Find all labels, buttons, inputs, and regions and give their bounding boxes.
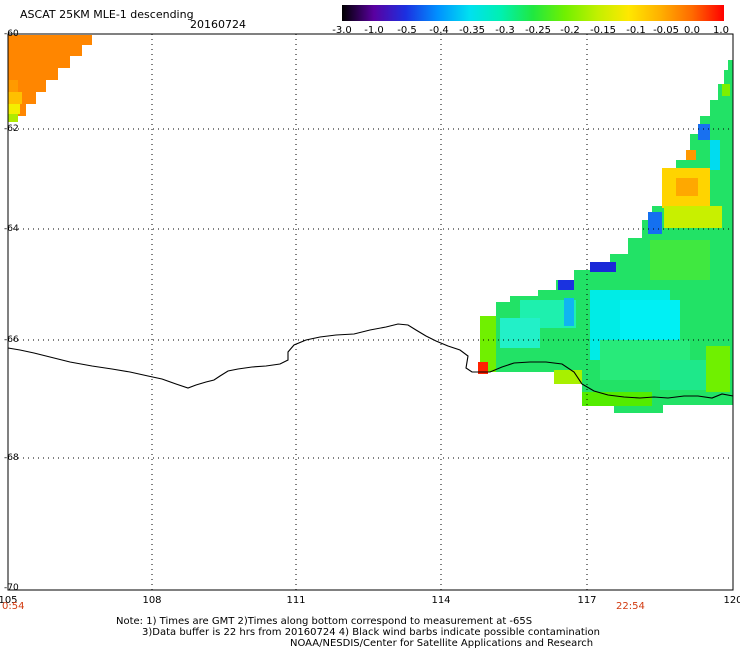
swath-top-left xyxy=(8,35,92,122)
lat-label: -68 xyxy=(4,453,19,463)
scale-label: -0.35 xyxy=(459,25,485,36)
scale-label: -0.3 xyxy=(495,25,515,36)
lon-label: 105 xyxy=(0,595,18,606)
scale-label: 1.0 xyxy=(713,25,729,36)
time-label-start: 0:54 xyxy=(2,601,24,612)
lat-label: -70 xyxy=(4,583,19,593)
scale-label: -0.1 xyxy=(626,25,646,36)
lon-label: 111 xyxy=(286,595,305,606)
coastline xyxy=(7,323,734,399)
lat-label: -64 xyxy=(4,224,19,234)
scale-label: -3.0 xyxy=(332,25,352,36)
lon-label: 108 xyxy=(142,595,161,606)
lon-label: 117 xyxy=(577,595,596,606)
note-line-2: 3)Data buffer is 22 hrs from 20160724 4)… xyxy=(142,627,600,638)
scale-label: -0.25 xyxy=(525,25,551,36)
scale-label: -0.15 xyxy=(590,25,616,36)
lat-label: -66 xyxy=(4,335,19,345)
map-frame xyxy=(7,33,734,591)
color-scale-gradient xyxy=(342,5,724,21)
color-scale-bar xyxy=(342,5,724,21)
lon-label: 114 xyxy=(431,595,450,606)
scale-label: -0.5 xyxy=(397,25,417,36)
scale-label: -1.0 xyxy=(364,25,384,36)
color-scale-labels: -3.0 -1.0 -0.5 -0.4 -0.35 -0.3 -0.25 -0.… xyxy=(330,25,740,37)
swath-right xyxy=(478,60,733,413)
lat-label: -60 xyxy=(4,29,19,39)
map-date: 20160724 xyxy=(190,18,246,31)
lat-lon-grid xyxy=(8,34,733,590)
scale-label: -0.4 xyxy=(429,25,449,36)
note-line-1: Note: 1) Times are GMT 2)Times along bot… xyxy=(116,616,533,627)
map-title: ASCAT 25KM MLE-1 descending xyxy=(20,8,194,21)
time-label-end: 22:54 xyxy=(616,601,645,612)
scale-label: -0.05 xyxy=(653,25,679,36)
lon-label: 120 xyxy=(723,595,740,606)
note-line-3: NOAA/NESDIS/Center for Satellite Applica… xyxy=(290,638,594,649)
scale-label: 0.0 xyxy=(684,25,700,36)
scale-label: -0.2 xyxy=(560,25,580,36)
lat-label: -62 xyxy=(4,124,19,134)
